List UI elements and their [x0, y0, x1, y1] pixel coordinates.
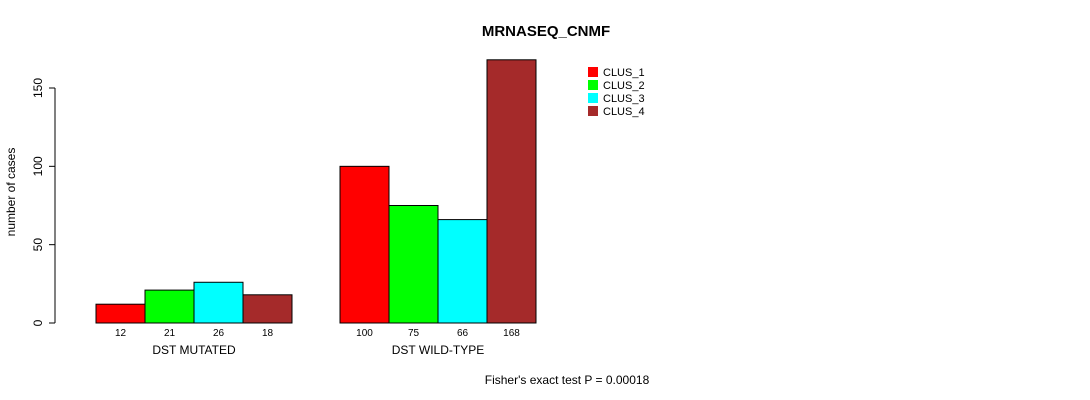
- legend-swatch: [588, 67, 598, 77]
- y-tick-label: 0: [31, 319, 45, 326]
- y-tick-label: 50: [31, 238, 45, 252]
- legend-label: CLUS_1: [603, 67, 645, 79]
- bar-value-label: 21: [164, 328, 176, 339]
- bar-clus_2: [144, 289, 195, 324]
- bar-clus_1: [339, 165, 390, 324]
- bar-value-label: 168: [503, 328, 520, 339]
- bar-value-label: 26: [213, 328, 225, 339]
- legend-swatch: [588, 106, 598, 116]
- legend-label: CLUS_2: [603, 80, 645, 92]
- legend-label: CLUS_3: [603, 93, 645, 105]
- bar-value-label: 100: [356, 328, 373, 339]
- bar-value-label: 12: [115, 328, 127, 339]
- y-tick-label: 150: [31, 78, 45, 98]
- bar-value-label: 75: [408, 328, 420, 339]
- bar-clus_4: [486, 59, 537, 324]
- y-axis-label: number of cases: [4, 148, 18, 237]
- bar-clus_4: [242, 294, 293, 324]
- group-label: DST WILD-TYPE: [392, 343, 484, 357]
- chart-title: MRNASEQ_CNMF: [482, 23, 610, 40]
- group-label: DST MUTATED: [152, 343, 236, 357]
- legend-swatch: [588, 80, 598, 90]
- bar-value-label: 66: [457, 328, 469, 339]
- bar-value-label: 18: [262, 328, 274, 339]
- bar-clus_3: [193, 281, 244, 324]
- bar-clus_1: [95, 303, 146, 324]
- bar-clus_3: [437, 219, 488, 324]
- bar-clus_2: [388, 205, 439, 324]
- legend-label: CLUS_4: [603, 106, 645, 118]
- y-tick-label: 100: [31, 156, 45, 176]
- footnote: Fisher's exact test P = 0.00018: [485, 373, 650, 387]
- legend-swatch: [588, 93, 598, 103]
